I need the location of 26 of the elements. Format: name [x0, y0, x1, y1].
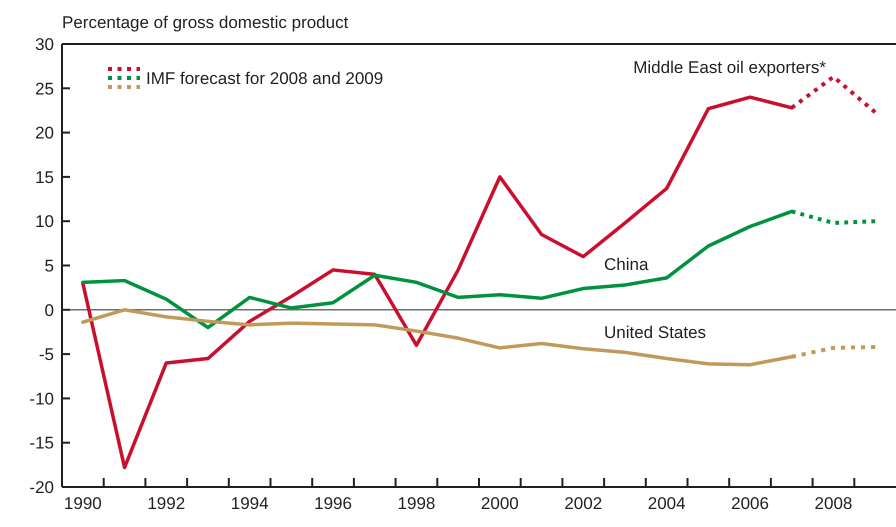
x-tick-label: 1992 — [147, 494, 186, 513]
y-tick-label: -5 — [38, 345, 54, 364]
y-tick-label: -10 — [29, 389, 54, 408]
annotation: United States — [604, 323, 706, 342]
x-tick-label: 1994 — [230, 494, 269, 513]
y-tick-label: -20 — [29, 478, 54, 497]
x-tick-label: 1990 — [64, 494, 102, 513]
y-tick-label: 0 — [44, 300, 54, 320]
x-tick-label: 2002 — [564, 494, 602, 513]
y-axis-title: Percentage of gross domestic product — [62, 13, 349, 32]
y-tick-label: 15 — [35, 168, 54, 187]
y-tick-label: -15 — [29, 434, 54, 453]
annotation: Middle East oil exporters* — [633, 58, 826, 77]
x-tick-label: 1996 — [314, 494, 352, 513]
annotation: China — [604, 255, 649, 274]
legend-label: IMF forecast for 2008 and 2009 — [146, 68, 384, 88]
x-tick-label: 2006 — [731, 494, 769, 513]
y-tick-label: 20 — [35, 124, 54, 143]
x-tick-label: 1998 — [398, 494, 436, 513]
x-tick-label: 2000 — [480, 494, 519, 513]
y-tick-label: 10 — [35, 212, 54, 232]
x-tick-label: 2004 — [648, 494, 686, 513]
y-tick-label: 5 — [44, 256, 54, 276]
y-tick-label: 30 — [35, 34, 54, 54]
y-tick-label: 25 — [35, 79, 54, 98]
x-tick-label: 2008 — [814, 494, 852, 513]
